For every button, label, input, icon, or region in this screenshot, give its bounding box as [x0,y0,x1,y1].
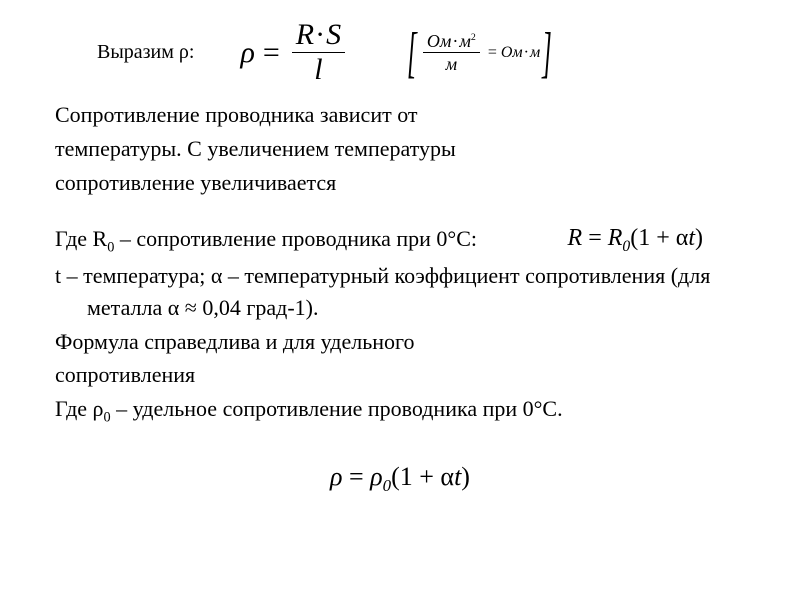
para-6: Формула справедлива и для удельного [55,326,745,358]
para-8a: Где ρ [55,396,104,421]
dim-equals: = [488,44,497,62]
formula-rho: ρ = ρ0(1 + αt) [55,462,745,496]
dot-mul: · [523,44,530,61]
dot-mul: · [314,18,326,51]
express-label: Выразим ρ: [97,41,194,64]
dimension-fraction: Ом·м2 м [423,32,480,73]
unit-m-exp: 2 [471,32,476,43]
frho-close: ) [461,462,470,491]
fr-open: (1 + α [630,225,688,251]
dimension-inner: Ом·м2 м = Ом·м [419,32,540,73]
gap [55,201,745,223]
fraction-numerator: R·S [292,20,345,50]
fr-close: ) [695,225,703,251]
fr-eq: = [582,225,608,251]
rho-equation: ρ = R·S l [240,20,349,85]
dimension-box: [ Ом·м2 м = Ом·м ] [405,29,554,77]
bracket-left: [ [407,29,417,77]
unit-m-rhs: м [530,44,540,61]
page: Выразим ρ: ρ = R·S l [ Ом·м2 м [0,0,800,600]
unit-m: м [459,31,471,51]
symbol-R: R [296,18,314,51]
fraction-bar [423,52,480,53]
dim-numerator: Ом·м2 [423,32,480,50]
fr-t: t [688,225,695,251]
unit-om: Ом [427,31,452,51]
unit-om-rhs: Ом [501,44,523,61]
para-4: Где R0 – сопротивление проводника при 0°… [55,223,745,258]
frho-open: (1 + α [391,462,454,491]
fr-R0: R [608,225,623,251]
frho-rho0: ρ [370,462,382,491]
para-3: сопротивление увеличивается [55,167,745,199]
dim-denominator: м [442,55,462,73]
formula-R: R = R0(1 + αt) [568,221,703,258]
para-5: t – температура; α – температурный коэфф… [55,260,745,324]
fraction-rs-l: R·S l [292,20,345,85]
dim-rhs: Ом·м [501,44,540,62]
para-5-text: t – температура; α – температурный коэфф… [55,260,745,324]
body-text: Сопротивление проводника зависит от темп… [55,99,745,428]
frho-rho: ρ [330,462,342,491]
fraction-denominator: l [310,55,326,85]
frho-sub0: 0 [383,477,391,496]
symbol-rho: ρ [240,36,254,70]
frho-eq: = [343,462,371,491]
para-4a: Где R [55,226,107,251]
para-2: температуры. С увеличением температуры [55,133,745,165]
para-8-sub: 0 [104,410,111,426]
equals-sign: = [263,36,280,70]
para-1: Сопротивление проводника зависит от [55,99,745,131]
bracket-right: ] [542,29,552,77]
para-8: Где ρ0 – удельное сопротивление проводни… [55,393,745,428]
para-4b: – сопротивление проводника при 0°С: [114,226,477,251]
para-8b: – удельное сопротивление проводника при … [111,396,563,421]
top-row: Выразим ρ: ρ = R·S l [ Ом·м2 м [55,20,745,85]
symbol-S: S [326,18,341,51]
fr-R: R [568,225,583,251]
para-7: сопротивления [55,359,745,391]
